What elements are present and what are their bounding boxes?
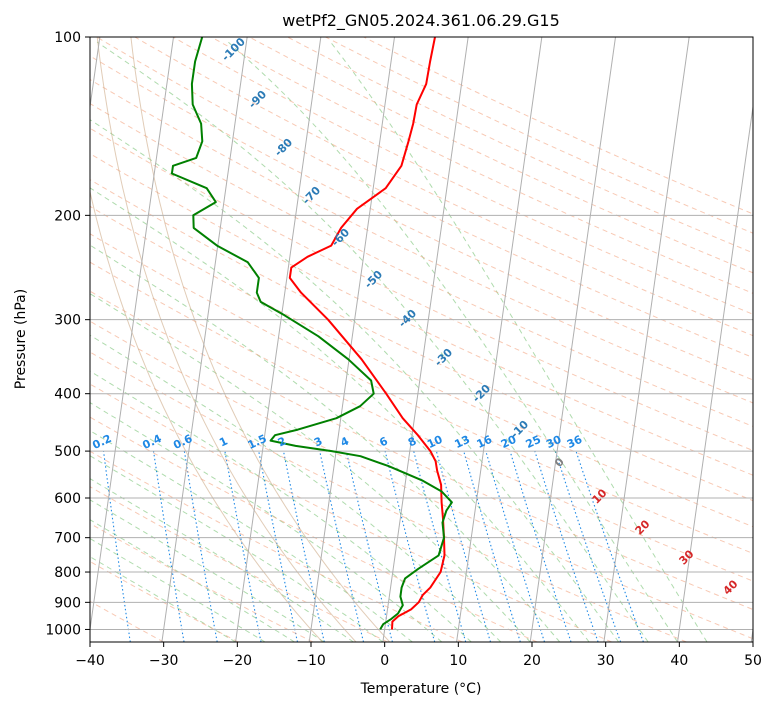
- moist-adiabat: [90, 370, 472, 642]
- x-tick-label: 50: [744, 653, 762, 669]
- isotherm-line: [603, 37, 690, 642]
- moist-adiabat: [90, 119, 620, 642]
- x-tick-label: 40: [670, 653, 688, 669]
- dry-adiabat: [249, 37, 753, 274]
- dewpoint-profile-line: [170, 37, 453, 630]
- isotherm-line: [382, 37, 469, 642]
- x-tick-label: −30: [149, 653, 179, 669]
- mixing-ratio-line: [319, 450, 365, 642]
- mixing-ratio-line: [413, 450, 467, 642]
- isotherm-line: [677, 103, 753, 642]
- moist-adiabat: [90, 187, 590, 642]
- moist-adiabat: [90, 499, 325, 642]
- pressure-grid-lines: [90, 37, 753, 630]
- chart-title: wetPf2_GN05.2024.361.06.29.G15: [282, 11, 560, 31]
- auxiliary-curve: [130, 37, 391, 642]
- dry-adiabat: [90, 103, 753, 427]
- y-axis-ticks: 100 200 300 400 500 600 700 800 900 1000: [45, 30, 90, 638]
- mixing-ratio-label: 10: [425, 433, 445, 451]
- isotherm-line: [529, 37, 616, 642]
- y-tick-label: 200: [54, 208, 81, 224]
- mixing-ratio-label: 13: [453, 433, 472, 451]
- dry-adiabat: [90, 522, 314, 642]
- auxiliary-curve: [90, 189, 323, 642]
- y-tick-label: 800: [54, 565, 81, 581]
- dry-adiabat: [287, 37, 753, 254]
- y-tick-label: 300: [54, 313, 81, 329]
- mixing-ratio-label: 16: [475, 433, 495, 451]
- profile-series: [170, 37, 453, 630]
- moist-adiabat: [90, 402, 443, 642]
- isotherm-line: [90, 37, 174, 634]
- plot-area: 0.10.20.40.611.52346810131620253036-100-…: [90, 37, 753, 642]
- mixing-ratio-label: 30: [544, 433, 564, 451]
- dry-adiabat: [90, 233, 753, 554]
- skewed-isotherm-lines: [90, 37, 753, 642]
- mixing-ratio-line: [384, 450, 436, 642]
- x-axis-ticks: −40 −30 −20 −10 0 10 20 30 40 50: [75, 642, 762, 669]
- y-tick-label: 1000: [45, 622, 81, 638]
- isotherm-line: [308, 37, 395, 642]
- mixing-ratio-label: 20: [499, 433, 519, 451]
- moist-adiabat-lines: [90, 41, 708, 642]
- dry-adiabat: [90, 261, 753, 582]
- mixing-ratio-line: [282, 450, 325, 642]
- moist-adiabat: [90, 244, 561, 642]
- dry-adiabat: [172, 37, 753, 315]
- x-tick-label: −10: [296, 653, 326, 669]
- x-axis-label: Temperature (°C): [360, 681, 482, 697]
- x-tick-label: 20: [523, 653, 541, 669]
- dry-adiabat: [363, 37, 753, 215]
- dry-adiabat: [90, 351, 687, 642]
- y-tick-label: 600: [54, 491, 81, 507]
- x-tick-label: −20: [223, 653, 253, 669]
- moist-adiabat: [90, 293, 531, 642]
- temperature-profile-line: [288, 37, 446, 630]
- x-tick-label: 10: [449, 653, 467, 669]
- y-tick-label: 100: [54, 30, 81, 46]
- isopleth-labels: 0.10.20.40.611.52346810131620253036-100-…: [90, 37, 740, 598]
- dry-adiabat: [90, 55, 753, 381]
- y-tick-label: 400: [54, 387, 81, 403]
- mixing-ratio-line: [509, 450, 572, 642]
- mixing-ratio-line: [258, 450, 299, 642]
- y-axis-label: Pressure (hPa): [13, 289, 29, 389]
- isotherm-line: [235, 37, 322, 642]
- dry-adiabat: [90, 416, 538, 642]
- mixing-ratio-label: 25: [524, 433, 543, 451]
- x-tick-label: −40: [75, 653, 105, 669]
- dry-adiabat: [90, 383, 612, 642]
- mixing-ratio-label: 36: [565, 433, 585, 451]
- mixing-ratio-line: [485, 450, 546, 642]
- y-tick-label: 500: [54, 444, 81, 460]
- mixing-ratio-line: [463, 450, 521, 642]
- mixing-ratio-line: [554, 450, 622, 642]
- plot-frame: [89, 36, 754, 643]
- dry-adiabat: [90, 179, 753, 502]
- moist-adiabat: [227, 41, 679, 642]
- isotherm-line: [161, 37, 248, 642]
- moist-adiabat: [90, 455, 384, 642]
- moist-adiabat: [90, 478, 354, 642]
- dry-adiabat: [134, 37, 753, 337]
- mixing-ratio-line: [575, 450, 644, 642]
- dry-adiabat-lines: [90, 37, 753, 642]
- mixing-ratio-line: [224, 451, 262, 642]
- mixing-ratio-line: [534, 450, 599, 642]
- dry-adiabat: [90, 78, 753, 404]
- moist-adiabat: [330, 41, 708, 642]
- x-tick-label: 30: [597, 653, 615, 669]
- isotherm-line: [456, 37, 543, 642]
- auxiliary-curve: [96, 37, 357, 642]
- x-tick-label: 0: [380, 653, 389, 669]
- y-tick-label: 700: [54, 531, 81, 547]
- y-tick-label: 900: [54, 595, 81, 611]
- dry-adiabat: [90, 205, 753, 528]
